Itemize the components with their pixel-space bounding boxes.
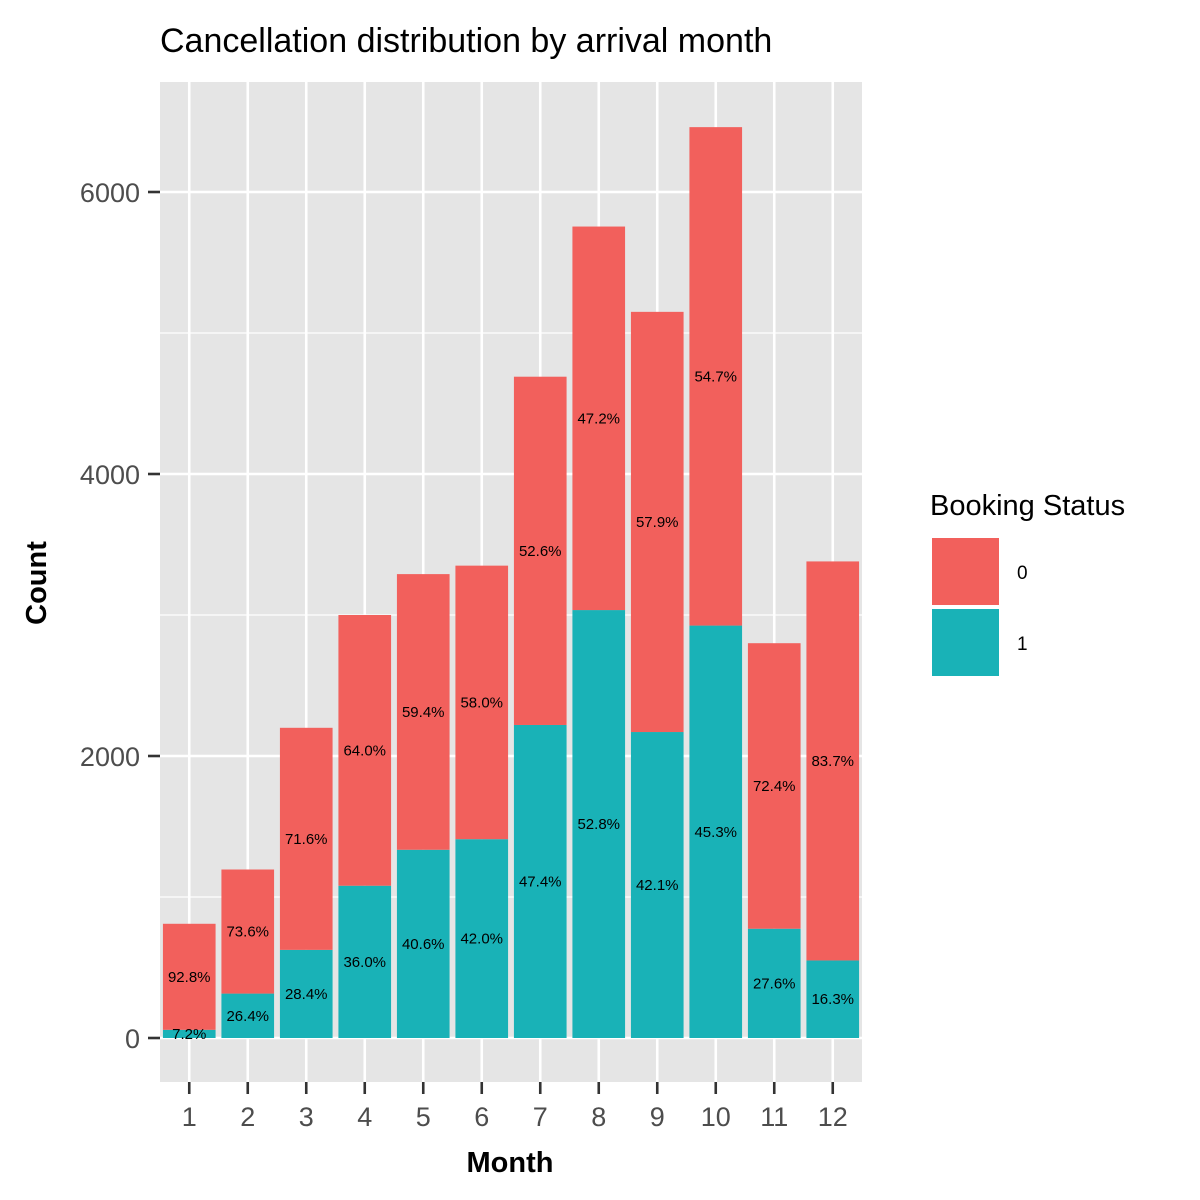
x-tick-label: 8 <box>591 1102 606 1132</box>
data-label: 64.0% <box>343 742 386 759</box>
data-label: 7.2% <box>172 1026 206 1043</box>
bar-segment-status-1 <box>572 610 626 1038</box>
bar-segment-status-0 <box>806 561 860 961</box>
data-label: 47.4% <box>519 873 562 890</box>
data-label: 72.4% <box>753 778 796 795</box>
x-tick-label: 2 <box>240 1102 255 1132</box>
plot-panel <box>160 82 862 1082</box>
y-tick-label: 4000 <box>80 460 140 490</box>
bar-segment-status-0 <box>162 923 216 1030</box>
bar-segment-status-1 <box>806 960 860 1038</box>
x-tick-label: 4 <box>357 1102 372 1132</box>
bar-segment-status-0 <box>455 565 509 840</box>
bar-segment-status-1 <box>513 724 567 1038</box>
legend-key-swatch <box>932 538 999 605</box>
data-label: 92.8% <box>168 969 211 986</box>
x-tick-label: 9 <box>650 1102 665 1132</box>
bar-segment-status-0 <box>513 376 567 725</box>
bar-segment-status-1 <box>338 885 392 1038</box>
data-label: 42.0% <box>460 931 503 948</box>
bar-segment-status-0 <box>338 615 392 886</box>
legend-key-swatch <box>932 609 999 676</box>
data-label: 73.6% <box>226 924 269 941</box>
bar-segment-status-1 <box>455 839 509 1038</box>
data-label: 45.3% <box>694 824 737 841</box>
data-label: 52.6% <box>519 543 562 560</box>
data-label: 54.7% <box>694 368 737 385</box>
data-label: 36.0% <box>343 954 386 971</box>
x-tick-label: 6 <box>474 1102 489 1132</box>
data-label: 47.2% <box>577 410 620 427</box>
data-labels-group: 7.2% 92.8% 26.4% 73.6% 28.4% 71.6% 36.0% 64.0% 4… <box>168 368 854 1043</box>
y-tick-label: 6000 <box>80 178 140 208</box>
y-tick-label: 2000 <box>80 742 140 772</box>
chart-title: Cancellation distribution by arrival mon… <box>160 22 772 60</box>
bar-segment-status-0 <box>689 127 743 626</box>
data-label: 16.3% <box>811 991 854 1008</box>
data-label: 28.4% <box>285 986 328 1003</box>
x-tick-label: 3 <box>299 1102 314 1132</box>
legend: Booking Status 0 1 <box>930 490 1125 678</box>
data-label: 42.1% <box>636 877 679 894</box>
x-tick-label: 10 <box>701 1102 731 1132</box>
x-axis-title: Month <box>467 1147 554 1179</box>
data-label: 58.0% <box>460 694 503 711</box>
bar-segment-status-1 <box>221 993 275 1038</box>
legend-title: Booking Status <box>930 490 1125 522</box>
data-label: 83.7% <box>811 753 854 770</box>
legend-entry-label: 1 <box>1017 634 1028 655</box>
bar-segment-status-1 <box>162 1029 216 1038</box>
data-label: 59.4% <box>402 704 445 721</box>
x-tick-label: 5 <box>416 1102 431 1132</box>
data-label: 27.6% <box>753 975 796 992</box>
bar-segment-status-0 <box>221 869 275 994</box>
x-tick-label: 7 <box>533 1102 548 1132</box>
x-tick-label: 1 <box>182 1102 197 1132</box>
bar-segment-status-1 <box>396 849 450 1038</box>
bars-group <box>162 127 860 1038</box>
bar-segment-status-1 <box>630 732 684 1038</box>
panel-background <box>160 82 862 1082</box>
bar-segment-status-0 <box>630 311 684 733</box>
data-label: 26.4% <box>226 1008 269 1025</box>
bar-segment-status-0 <box>747 643 801 929</box>
bar-segment-status-1 <box>279 949 333 1038</box>
data-label: 40.6% <box>402 936 445 953</box>
bar-segment-status-1 <box>689 625 743 1038</box>
y-axis-title: Count <box>21 541 53 625</box>
bar-segment-status-0 <box>396 574 450 850</box>
data-label: 71.6% <box>285 831 328 848</box>
x-tick-label: 12 <box>818 1102 848 1132</box>
y-tick-label: 0 <box>125 1024 140 1054</box>
bar-segment-status-0 <box>279 727 333 950</box>
bar-segment-status-1 <box>747 928 801 1038</box>
x-tick-label: 11 <box>760 1102 788 1132</box>
data-label: 57.9% <box>636 514 679 531</box>
legend-entry-label: 0 <box>1017 563 1028 584</box>
bar-segment-status-0 <box>572 226 626 611</box>
data-label: 52.8% <box>577 816 620 833</box>
